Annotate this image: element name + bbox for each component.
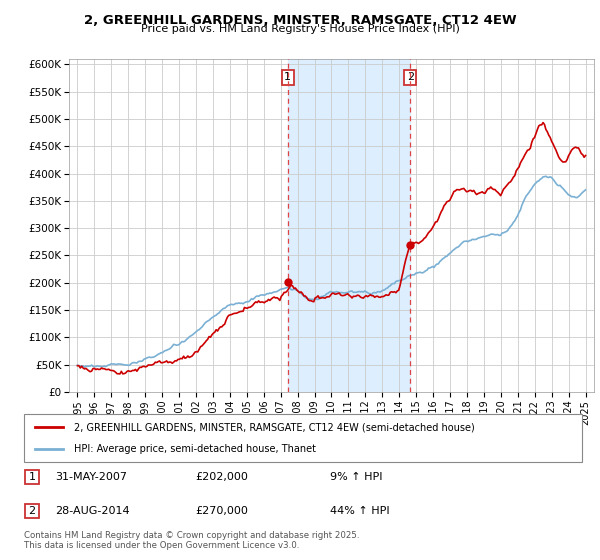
FancyBboxPatch shape xyxy=(24,414,582,462)
Text: £202,000: £202,000 xyxy=(195,472,248,482)
Text: 2, GREENHILL GARDENS, MINSTER, RAMSGATE, CT12 4EW (semi-detached house): 2, GREENHILL GARDENS, MINSTER, RAMSGATE,… xyxy=(74,423,475,433)
Text: 1: 1 xyxy=(29,472,35,482)
Text: 2: 2 xyxy=(407,72,414,82)
Text: HPI: Average price, semi-detached house, Thanet: HPI: Average price, semi-detached house,… xyxy=(74,444,316,454)
Text: 2, GREENHILL GARDENS, MINSTER, RAMSGATE, CT12 4EW: 2, GREENHILL GARDENS, MINSTER, RAMSGATE,… xyxy=(83,14,517,27)
Text: 44% ↑ HPI: 44% ↑ HPI xyxy=(330,506,389,516)
FancyBboxPatch shape xyxy=(25,504,39,517)
Text: 28-AUG-2014: 28-AUG-2014 xyxy=(55,506,130,516)
Bar xyxy=(287,59,410,392)
Text: £270,000: £270,000 xyxy=(195,506,248,516)
Text: 9% ↑ HPI: 9% ↑ HPI xyxy=(330,472,383,482)
FancyBboxPatch shape xyxy=(25,470,39,484)
Text: Contains HM Land Registry data © Crown copyright and database right 2025.
This d: Contains HM Land Registry data © Crown c… xyxy=(24,531,359,550)
Text: 2: 2 xyxy=(28,506,35,516)
Text: Price paid vs. HM Land Registry's House Price Index (HPI): Price paid vs. HM Land Registry's House … xyxy=(140,24,460,34)
Text: 1: 1 xyxy=(284,72,291,82)
Text: 31-MAY-2007: 31-MAY-2007 xyxy=(55,472,127,482)
